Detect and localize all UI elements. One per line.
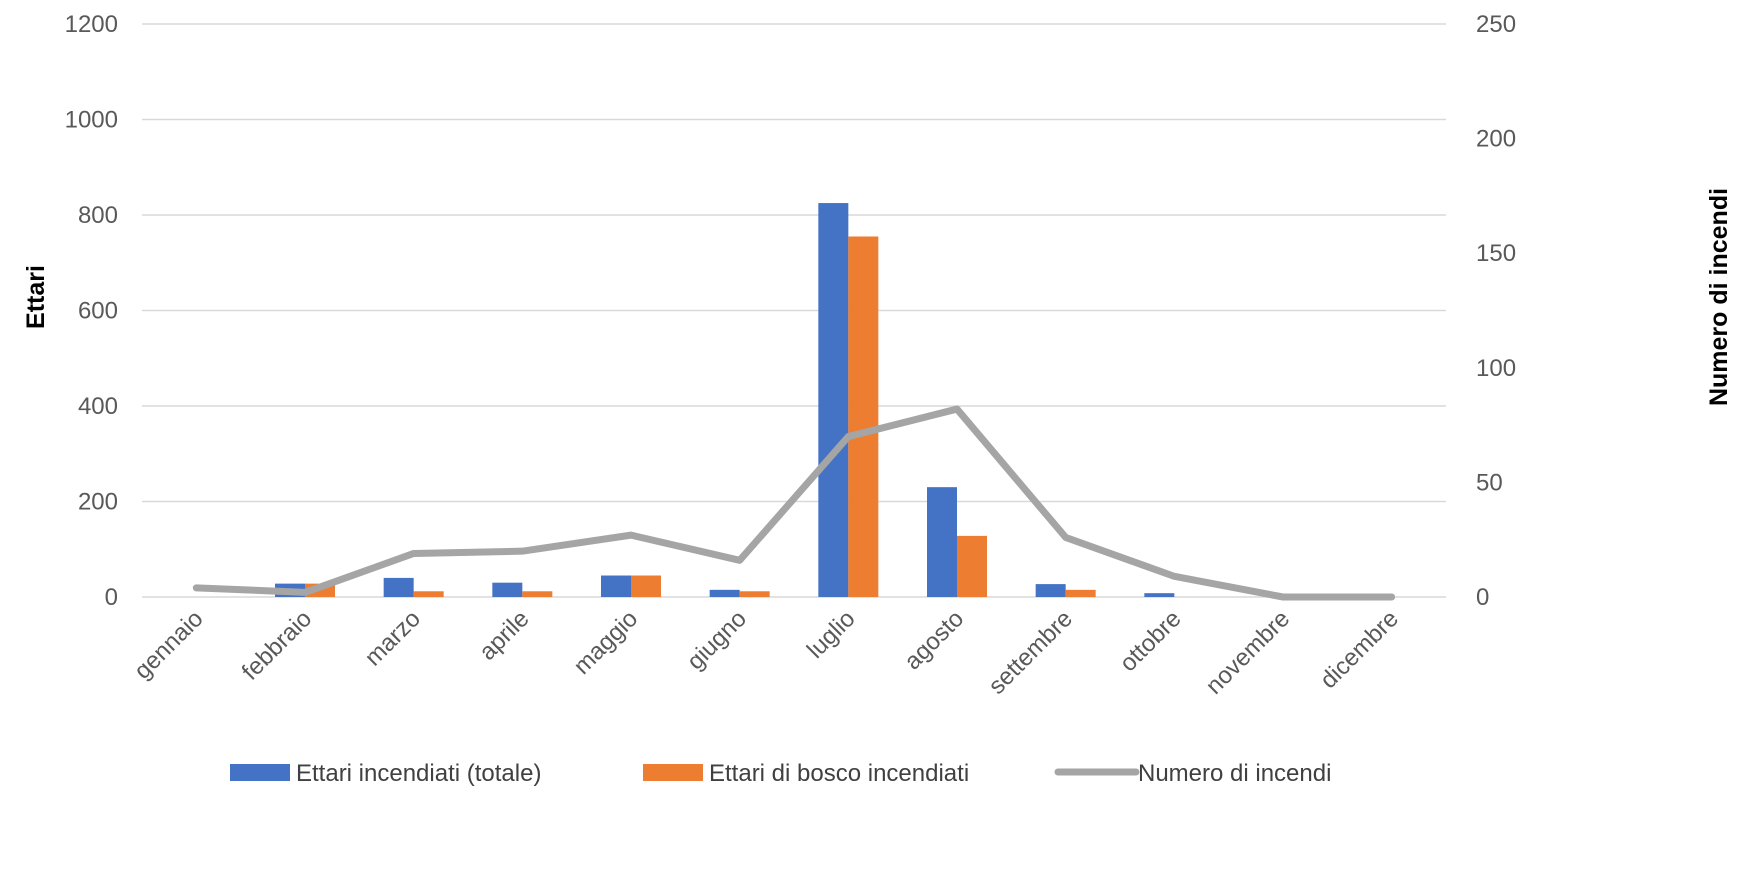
y-axis-title: Ettari	[22, 265, 50, 329]
bar	[1035, 584, 1066, 597]
legend-label: Numero di incendi	[1138, 760, 1331, 787]
bar	[957, 535, 987, 597]
x-tick-label: luglio	[802, 605, 861, 664]
x-tick-label: agosto	[899, 605, 969, 675]
x-tick-label: aprile	[474, 605, 535, 666]
x-tick-label: maggio	[568, 605, 643, 680]
x-axis-ticks: gennaio febbraio marzo aprile maggio giugno lu…	[129, 605, 1404, 700]
bar	[492, 582, 523, 597]
bar	[818, 203, 849, 597]
bars	[275, 203, 1175, 598]
legend-swatch	[230, 764, 290, 781]
bar	[383, 577, 414, 597]
y2-tick-label: 50	[1476, 469, 1503, 496]
line-numero-incendi	[192, 405, 1396, 601]
bar	[631, 575, 661, 597]
legend-label: Ettari incendiati (totale)	[296, 760, 541, 787]
y2-axis-ticks: 0 50 100 150 200 250	[1476, 11, 1516, 611]
x-tick-label: ottobre	[1115, 605, 1187, 677]
bar	[739, 591, 770, 597]
legend-label: Ettari di bosco incendiati	[709, 760, 969, 787]
legend: Ettari incendiati (totale) Ettari di bosc…	[230, 760, 1331, 787]
y2-tick-label: 150	[1476, 240, 1516, 267]
bar	[413, 591, 444, 597]
legend-swatch	[643, 764, 703, 781]
y-tick-label: 1000	[65, 107, 118, 134]
bar	[1065, 589, 1096, 597]
bar	[927, 487, 957, 597]
bar	[709, 589, 740, 597]
bar	[522, 591, 553, 597]
y-tick-label: 600	[78, 298, 118, 325]
x-tick-label: giugno	[682, 605, 752, 675]
y2-tick-label: 200	[1476, 126, 1516, 153]
y-tick-label: 200	[78, 489, 118, 516]
x-tick-label: novembre	[1201, 605, 1296, 700]
bar	[1144, 593, 1175, 597]
x-tick-label: marzo	[360, 605, 426, 671]
y2-tick-label: 100	[1476, 355, 1516, 382]
bar	[848, 236, 879, 598]
y2-tick-label: 250	[1476, 11, 1516, 38]
y-tick-label: 400	[78, 393, 118, 420]
y-tick-label: 0	[105, 584, 118, 611]
y-tick-label: 1200	[65, 11, 118, 38]
y-axis-ticks: 0 200 400 600 800 1000 1200	[65, 11, 118, 611]
y2-axis-title: Numero di incendi	[1705, 188, 1733, 406]
x-tick-label: dicembre	[1315, 605, 1404, 694]
line-series	[192, 405, 1396, 601]
x-tick-label: febbraio	[237, 605, 317, 685]
bar	[601, 575, 631, 597]
x-tick-label: settembre	[983, 605, 1078, 700]
y2-tick-label: 0	[1476, 584, 1489, 611]
x-tick-label: gennaio	[129, 605, 208, 684]
y-tick-label: 800	[78, 202, 118, 229]
gridlines	[142, 23, 1446, 598]
